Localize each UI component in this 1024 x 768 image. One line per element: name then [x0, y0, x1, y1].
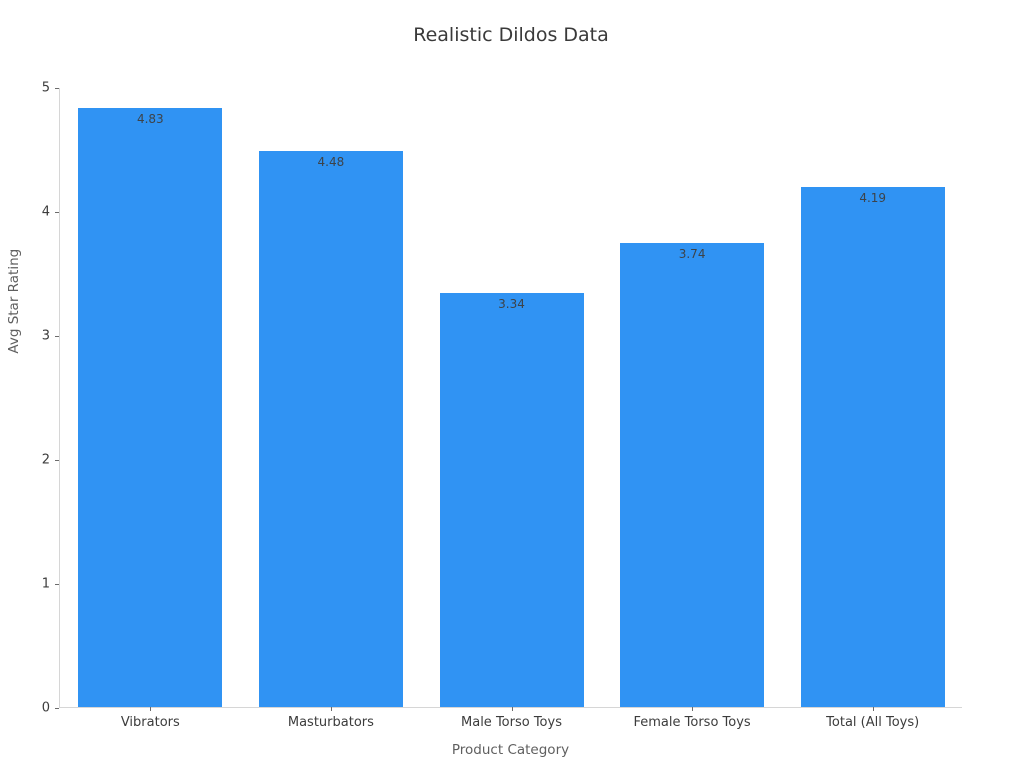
- x-tick-mark: [872, 707, 874, 711]
- bar-value-label: 3.74: [678, 247, 706, 262]
- x-tick-label: Vibrators: [120, 715, 180, 730]
- y-tick-mark: [55, 335, 59, 337]
- x-tick-label: Female Torso Toys: [633, 715, 751, 730]
- x-tick-mark: [150, 707, 152, 711]
- x-tick-label: Total (All Toys): [826, 715, 920, 730]
- bar-value-label: 4.48: [317, 155, 345, 170]
- y-tick-label: 0: [41, 700, 50, 716]
- bar: 3.74: [620, 243, 765, 707]
- x-tick-mark: [692, 707, 694, 711]
- y-tick-label: 5: [41, 80, 50, 96]
- x-axis-title: Product Category: [451, 742, 570, 758]
- bar: 3.34: [439, 292, 584, 707]
- y-tick-label: 3: [41, 328, 50, 344]
- bar: 4.19: [800, 187, 945, 707]
- y-tick-label: 2: [41, 452, 50, 468]
- bar-value-label: 3.34: [498, 296, 525, 311]
- x-tick-label: Male Torso Toys: [461, 715, 562, 730]
- x-tick-mark: [330, 707, 332, 711]
- x-tick-label: Masturbators: [287, 715, 374, 730]
- y-tick-mark: [55, 459, 59, 461]
- y-tick-mark: [55, 583, 59, 585]
- bar-value-label: 4.83: [136, 112, 164, 127]
- y-axis-title: Avg Star Rating: [6, 248, 22, 354]
- y-tick-mark: [55, 707, 59, 709]
- y-tick-label: 4: [41, 204, 50, 220]
- x-tick-mark: [511, 707, 513, 711]
- bar: 4.83: [78, 108, 223, 707]
- y-tick-label: 1: [41, 576, 50, 592]
- bar-value-label: 4.19: [859, 191, 887, 206]
- y-tick-mark: [55, 87, 59, 89]
- bar: 4.48: [258, 151, 403, 707]
- plot-area: 0 1 2 3 4 5 4.83 Vibrators 4.48 Masturbators 3.34 M…: [42, 81, 962, 730]
- y-tick-mark: [55, 211, 59, 213]
- chart-title: Realistic Dildos Data: [413, 24, 609, 46]
